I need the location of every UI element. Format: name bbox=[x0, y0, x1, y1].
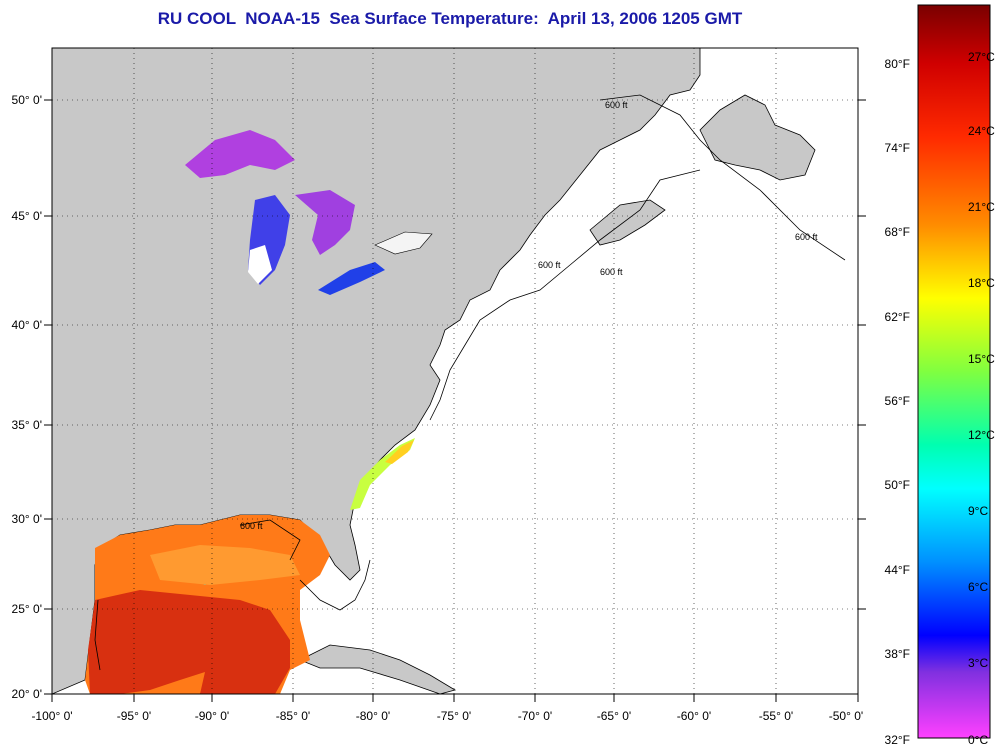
lake-ontario bbox=[374, 231, 433, 255]
lake-superior bbox=[185, 130, 295, 178]
fahrenheit-label: 62°F bbox=[885, 310, 910, 324]
celsius-label: 24°C bbox=[968, 124, 995, 138]
celsius-label: 18°C bbox=[968, 276, 995, 290]
fahrenheit-label: 38°F bbox=[885, 647, 910, 661]
lat-label: 25° 0' bbox=[12, 602, 42, 616]
fahrenheit-label: 32°F bbox=[885, 733, 910, 747]
lon-label: -55° 0' bbox=[759, 709, 793, 723]
lat-label: 50° 0' bbox=[12, 93, 42, 107]
lon-label: -50° 0' bbox=[829, 709, 863, 723]
celsius-label: 9°C bbox=[968, 504, 988, 518]
contour-label-3: 600 ft bbox=[600, 267, 623, 277]
lon-label: -90° 0' bbox=[195, 709, 229, 723]
lat-label: 40° 0' bbox=[12, 318, 42, 332]
lake-michigan-ice bbox=[248, 245, 272, 284]
contour-label-5: 600 ft bbox=[795, 232, 818, 242]
lake-huron bbox=[295, 190, 355, 255]
lon-labels: -100° 0' -95° 0' -90° 0' -85° 0' -80° 0'… bbox=[31, 709, 863, 723]
600ft-contour bbox=[94, 94, 846, 671]
axis-ticks bbox=[44, 99, 866, 702]
lon-label: -70° 0' bbox=[518, 709, 552, 723]
lon-label: -85° 0' bbox=[276, 709, 310, 723]
celsius-label: 21°C bbox=[968, 200, 995, 214]
lon-label: -100° 0' bbox=[31, 709, 72, 723]
contour-label-2: 600 ft bbox=[538, 260, 561, 270]
cuba-land bbox=[299, 644, 457, 694]
lat-label: 35° 0' bbox=[12, 418, 42, 432]
gulf-sst-mid bbox=[150, 545, 300, 585]
lake-erie bbox=[318, 262, 385, 295]
celsius-label: 3°C bbox=[968, 656, 988, 670]
colorbar-fahrenheit-labels: 80°F 74°F 68°F 62°F 56°F 50°F 44°F 38°F … bbox=[885, 57, 910, 747]
fahrenheit-label: 44°F bbox=[885, 563, 910, 577]
fahrenheit-label: 50°F bbox=[885, 478, 910, 492]
lon-label: -95° 0' bbox=[117, 709, 151, 723]
celsius-label: 12°C bbox=[968, 428, 995, 442]
map-frame bbox=[51, 47, 859, 695]
lat-label: 20° 0' bbox=[12, 687, 42, 701]
lon-label: -65° 0' bbox=[597, 709, 631, 723]
lat-label: 30° 0' bbox=[12, 512, 42, 526]
fahrenheit-label: 68°F bbox=[885, 225, 910, 239]
fahrenheit-label: 74°F bbox=[885, 141, 910, 155]
colorbar bbox=[917, 4, 991, 739]
colorbar-celsius-labels: 27°C 24°C 21°C 18°C 15°C 12°C 9°C 6°C 3°… bbox=[968, 50, 995, 747]
lon-label: -75° 0' bbox=[437, 709, 471, 723]
fahrenheit-label: 80°F bbox=[885, 57, 910, 71]
carolina-sst-warm bbox=[385, 440, 414, 464]
lon-label: -80° 0' bbox=[356, 709, 390, 723]
celsius-label: 0°C bbox=[968, 733, 988, 747]
lon-label: -60° 0' bbox=[677, 709, 711, 723]
celsius-label: 27°C bbox=[968, 50, 995, 64]
celsius-label: 15°C bbox=[968, 352, 995, 366]
gulf-sst-south bbox=[88, 590, 290, 694]
fahrenheit-label: 56°F bbox=[885, 394, 910, 408]
newfoundland-land bbox=[699, 94, 816, 181]
map-title: RU COOL NOAA-15 Sea Surface Temperature:… bbox=[157, 9, 743, 28]
lat-label: 45° 0' bbox=[12, 209, 42, 223]
lat-labels: 20° 0' 25° 0' 30° 0' 35° 0' 40° 0' 45° 0… bbox=[12, 93, 42, 701]
contour-label-1: 600 ft bbox=[605, 100, 628, 110]
celsius-label: 6°C bbox=[968, 580, 988, 594]
contour-label-4: 600 ft bbox=[240, 521, 263, 531]
